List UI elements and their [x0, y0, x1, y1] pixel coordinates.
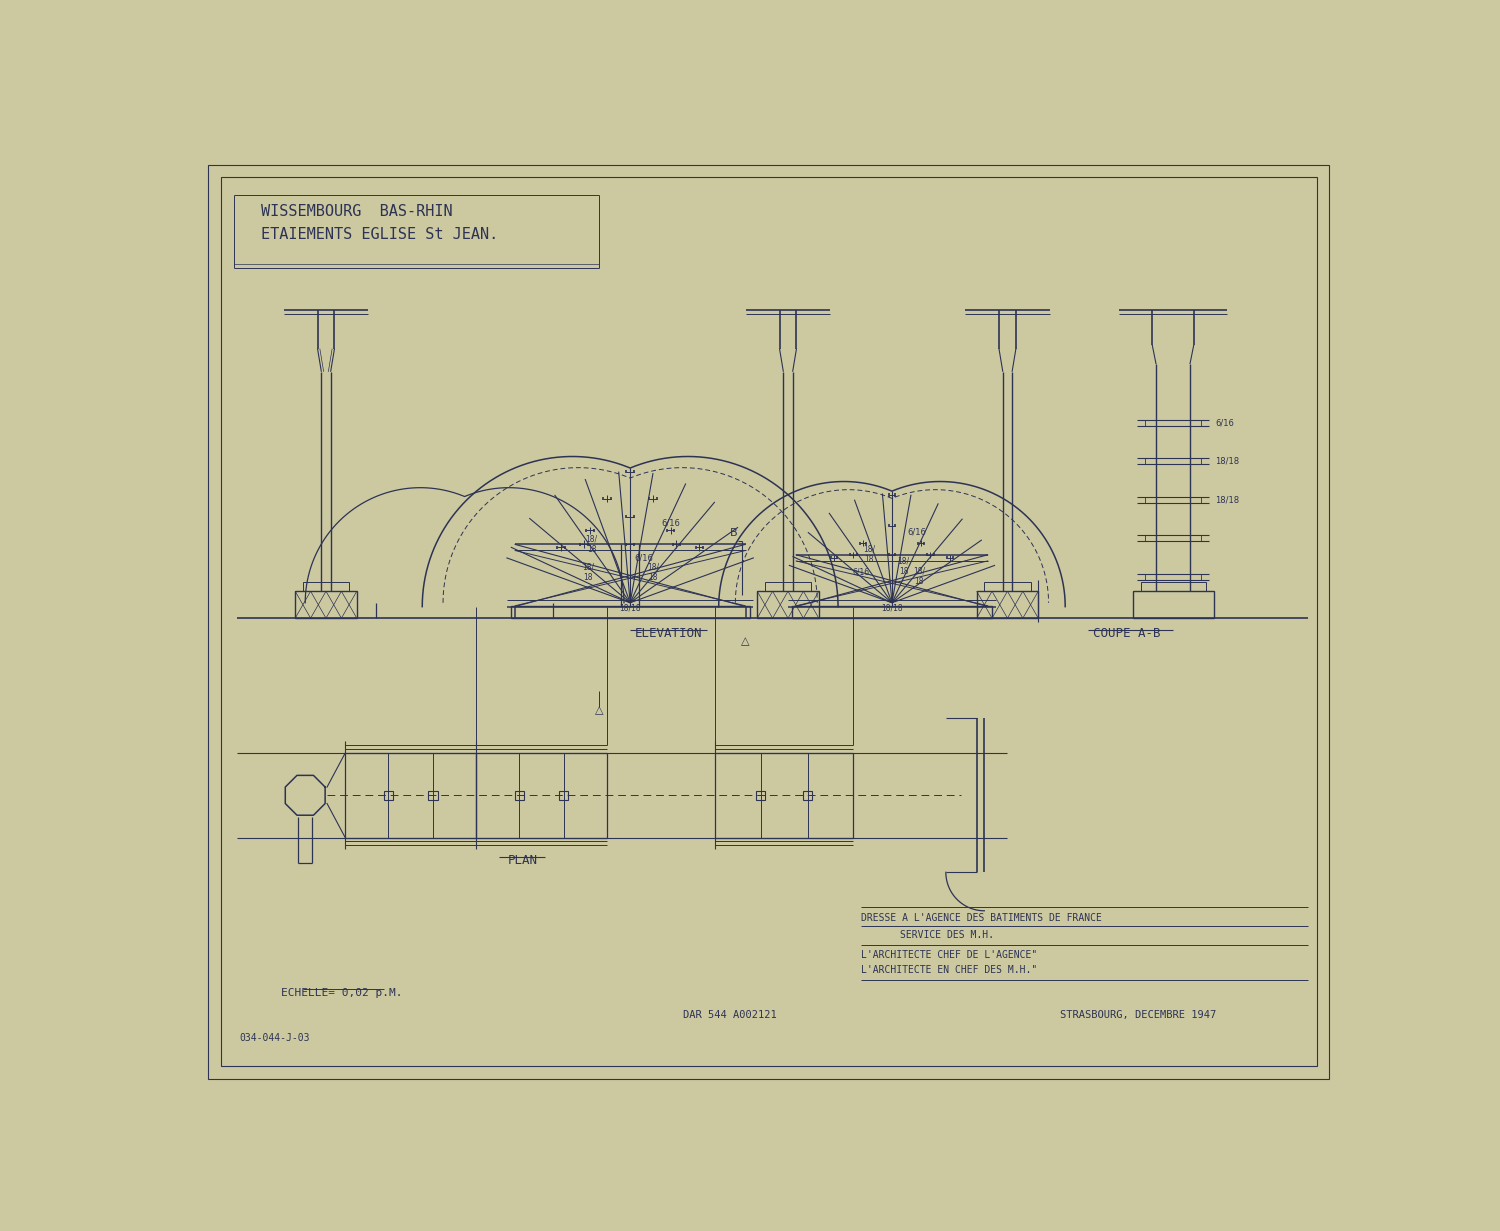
Text: 6/16: 6/16 [908, 527, 926, 535]
Text: 6/16: 6/16 [852, 567, 870, 576]
Bar [756, 790, 765, 800]
Text: 18/18: 18/18 [1215, 495, 1239, 505]
Text: 034-044-J-03: 034-044-J-03 [238, 1033, 309, 1043]
Bar [476, 753, 608, 837]
Text: △: △ [741, 636, 750, 646]
Bar [345, 753, 476, 837]
Text: ECHELLE= 0,02 p.M.: ECHELLE= 0,02 p.M. [280, 988, 402, 998]
Text: ELEVATION: ELEVATION [634, 627, 702, 640]
Text: 18/
18: 18/ 18 [585, 534, 597, 554]
Text: 6/16: 6/16 [634, 554, 652, 563]
Bar [429, 790, 438, 800]
Text: DRESSE A L'AGENCE DES BATIMENTS DE FRANCE: DRESSE A L'AGENCE DES BATIMENTS DE FRANC… [861, 913, 1102, 923]
Bar [1144, 535, 1156, 542]
Bar [1190, 458, 1202, 464]
Bar [758, 591, 819, 618]
Bar [1144, 574, 1156, 580]
Text: ETAIEMENTS EGLISE St JEAN.: ETAIEMENTS EGLISE St JEAN. [261, 228, 498, 243]
Text: WISSEMBOURG  BAS-RHIN: WISSEMBOURG BAS-RHIN [261, 204, 452, 219]
Bar [1144, 496, 1156, 502]
Bar [514, 790, 523, 800]
Text: SERVICE DES M.H.: SERVICE DES M.H. [900, 931, 993, 940]
Bar [384, 790, 393, 800]
Text: 6/16: 6/16 [662, 519, 680, 528]
Text: △: △ [596, 705, 603, 715]
Text: STRASBOURG, DECEMBRE 1947: STRASBOURG, DECEMBRE 1947 [1060, 1009, 1217, 1019]
Text: 18/
18: 18/ 18 [582, 563, 594, 582]
Text: B: B [730, 528, 738, 538]
Bar [560, 790, 568, 800]
Bar [716, 753, 854, 837]
Text: 18/18: 18/18 [1215, 457, 1239, 465]
Text: 18/
18: 18/ 18 [897, 556, 909, 576]
Bar [1190, 574, 1202, 580]
Text: L'ARCHITECTE CHEF DE L'AGENCE": L'ARCHITECTE CHEF DE L'AGENCE" [861, 949, 1038, 960]
Bar [1190, 496, 1202, 502]
Text: 18/18: 18/18 [880, 603, 903, 612]
Text: 18/18: 18/18 [620, 603, 640, 612]
Bar [984, 582, 1030, 591]
Bar [512, 606, 750, 618]
Bar [1190, 535, 1202, 542]
Text: 18/
18: 18/ 18 [646, 563, 660, 582]
Bar [792, 606, 992, 618]
Bar [976, 591, 1038, 618]
Bar [1144, 458, 1156, 464]
Bar [1190, 420, 1202, 426]
Bar [1140, 582, 1206, 591]
Text: 18/
18: 18/ 18 [862, 545, 874, 564]
Text: DAR 544 A002121: DAR 544 A002121 [684, 1009, 777, 1019]
Text: 18/
18: 18/ 18 [914, 566, 926, 586]
Bar [303, 582, 350, 591]
Text: COUPE A-B: COUPE A-B [1094, 627, 1161, 640]
Bar [1144, 420, 1156, 426]
Bar [802, 790, 813, 800]
Bar [765, 582, 812, 591]
Text: 6/16: 6/16 [1215, 419, 1234, 427]
Bar [296, 591, 357, 618]
Text: L'ARCHITECTE EN CHEF DES M.H.": L'ARCHITECTE EN CHEF DES M.H." [861, 965, 1038, 975]
Bar [1132, 591, 1214, 618]
Text: PLAN: PLAN [507, 854, 537, 868]
